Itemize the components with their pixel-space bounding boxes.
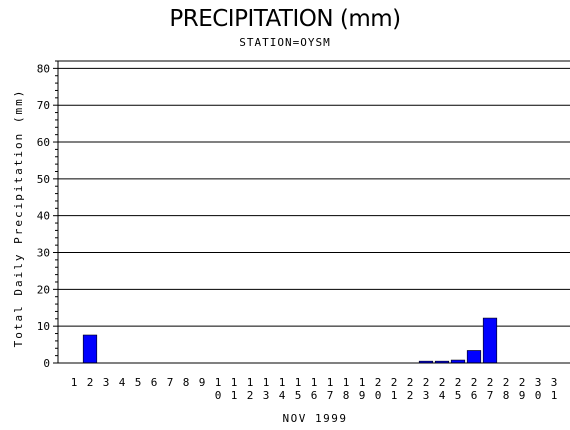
- x-tick-label: 4: [119, 376, 126, 389]
- x-tick-label: 5: [135, 376, 142, 389]
- x-tick-label: 6: [151, 376, 158, 389]
- x-tick-label: 3: [103, 376, 110, 389]
- y-tick-label: 70: [37, 99, 50, 112]
- y-tick-label: 30: [37, 247, 50, 260]
- chart-subtitle: STATION=OYSM: [239, 36, 331, 49]
- x-axis-label: NOV 1999: [282, 412, 348, 425]
- y-tick-label: 50: [37, 173, 50, 186]
- y-tick-label: 40: [37, 210, 50, 223]
- bar: [82, 334, 98, 364]
- bar: [482, 317, 498, 364]
- chart-title: PRECIPITATION (mm): [169, 6, 401, 32]
- x-tick-label: 7: [167, 376, 174, 389]
- x-tick-label: 1: [71, 376, 78, 389]
- y-tick-label: 20: [37, 283, 50, 296]
- bar: [466, 350, 482, 364]
- y-tick-label: 80: [37, 62, 50, 75]
- x-tick-label: 2: [87, 376, 94, 389]
- y-tick-label: 0: [43, 357, 50, 370]
- x-tick-label: 8: [183, 376, 190, 389]
- y-tick-label: 10: [37, 320, 50, 333]
- y-tick-label: 60: [37, 136, 50, 149]
- x-tick-label: 9: [199, 376, 206, 389]
